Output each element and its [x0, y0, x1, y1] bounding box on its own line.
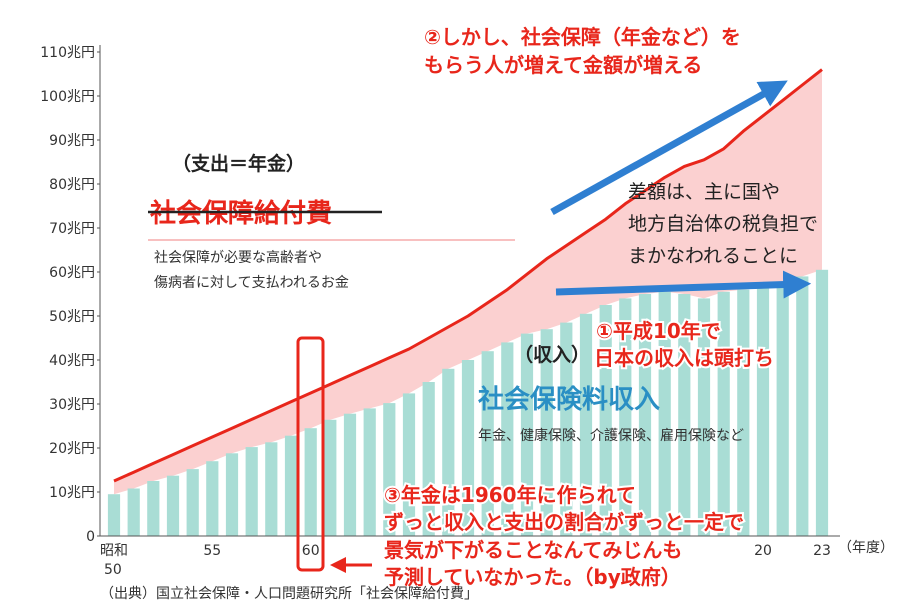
- income-bar: [756, 287, 770, 536]
- income-bar: [422, 382, 435, 536]
- income-bar: [402, 393, 416, 536]
- income-bar: [225, 453, 239, 536]
- cost-line: [113, 68, 823, 483]
- y-tick-label: 0: [86, 529, 95, 545]
- income-title: 社会保険料収入: [478, 384, 660, 415]
- income-bar: [560, 322, 573, 536]
- y-tick-label: 110兆円: [40, 45, 95, 61]
- y-tick-label: 40兆円: [49, 353, 95, 369]
- arrow-cost-rise: [550, 80, 788, 216]
- y-tick-label: 90兆円: [49, 133, 95, 149]
- highlight-pointer-head: [330, 557, 346, 573]
- x-tick-label: 60: [302, 543, 320, 559]
- diff-line2: 地方自治体の税負担で: [628, 213, 818, 235]
- income-bar: [147, 481, 160, 536]
- income-bar: [107, 494, 121, 536]
- income-bar: [265, 442, 278, 536]
- diff-line1: 差額は、主に国や: [628, 181, 780, 203]
- income-bar: [343, 413, 357, 536]
- annotation-3-line1: ③年金は1960年に作られて: [384, 483, 636, 507]
- x-tick-label: 23: [813, 543, 831, 559]
- income-bar: [520, 333, 534, 536]
- income-bar: [540, 329, 553, 536]
- income-bar: [206, 461, 219, 536]
- line-layer: [113, 68, 823, 483]
- income-bar: [697, 298, 711, 536]
- income-paren-label: （収入）: [514, 343, 590, 366]
- annotation-3-line4: 予測していなかった。（by政府）: [384, 565, 681, 589]
- x-tick-label-sub: 50: [104, 562, 122, 578]
- income-bar: [815, 269, 829, 536]
- highlight-1960-box: [296, 336, 325, 572]
- income-bar: [245, 447, 258, 536]
- income-bar: [442, 368, 455, 536]
- annotation-1-line1: ①平成10年で: [596, 319, 721, 343]
- income-bar: [599, 305, 612, 536]
- income-desc: 年金、健康保険、介護保険、雇用保険など: [478, 427, 744, 444]
- income-bar: [796, 276, 809, 536]
- income-bar: [284, 435, 298, 536]
- income-bar: [638, 294, 652, 536]
- income-bar: [579, 313, 593, 536]
- income-bar: [717, 291, 730, 536]
- gap-area: [114, 69, 822, 495]
- y-tick-label: 60兆円: [49, 265, 95, 281]
- y-tick-label: 100兆円: [40, 89, 95, 105]
- income-bar: [481, 351, 494, 536]
- x-unit-label: （年度）: [838, 540, 894, 556]
- y-tick-label: 20兆円: [49, 441, 95, 457]
- x-tick-label: 20: [754, 543, 772, 559]
- income-bar: [324, 419, 337, 536]
- income-bar: [383, 403, 396, 536]
- income-bar: [127, 488, 140, 536]
- y-tick-label: 50兆円: [49, 309, 95, 325]
- x-tick-label: 55: [203, 543, 221, 559]
- income-bar: [304, 428, 317, 536]
- income-bar: [461, 360, 475, 536]
- y-tick-label: 70兆円: [49, 221, 95, 237]
- annotation-2-line2: もらう人が増えて金額が増える: [424, 53, 702, 77]
- gap-area-layer: [114, 69, 822, 495]
- annotation-3-line3: 景気が下がることなんてみじんも: [384, 538, 682, 562]
- arrow-income-flat: [555, 270, 812, 299]
- diff-line3: まかなわれることに: [628, 245, 798, 267]
- income-bar: [186, 469, 199, 536]
- income-bar: [776, 283, 789, 536]
- bar-layer: [107, 269, 829, 536]
- cost-desc-line1: 社会保障が必要な高齢者や: [154, 249, 322, 266]
- y-tick-label: 80兆円: [49, 177, 95, 193]
- income-bar: [658, 291, 671, 536]
- annotation-2-line1: ②しかし、社会保障（年金など）を: [424, 25, 741, 49]
- income-bar: [619, 298, 632, 536]
- y-tick-layer: 0 10兆円 20兆円 30兆円 40兆円 50兆円 60兆円 70兆円 80兆円 90兆円 100…: [40, 45, 100, 545]
- y-tick-label: 10兆円: [49, 485, 95, 501]
- x-tick-label: 昭和: [100, 543, 128, 559]
- x-tick-layer: 昭和 50 55 60 20 23: [100, 543, 831, 578]
- cost-paren-label: （支出＝年金）: [172, 152, 305, 175]
- income-bar: [166, 475, 180, 536]
- cost-desc-line2: 傷病者に対して支払われるお金: [154, 275, 349, 291]
- income-bar: [678, 294, 691, 536]
- income-bar: [737, 289, 750, 536]
- cost-title: 社会保障給付費: [150, 198, 332, 229]
- y-tick-label: 30兆円: [49, 397, 95, 413]
- income-bar: [501, 342, 514, 536]
- annotation-3-line2: ずっと収入と支出の割合がずっと一定で: [384, 510, 744, 534]
- source-note: （出典）国立社会保障・人口問題研究所「社会保障給付費」: [100, 586, 478, 602]
- income-bar: [363, 408, 376, 536]
- annotation-1-line2: 日本の収入は頭打ち: [594, 346, 774, 370]
